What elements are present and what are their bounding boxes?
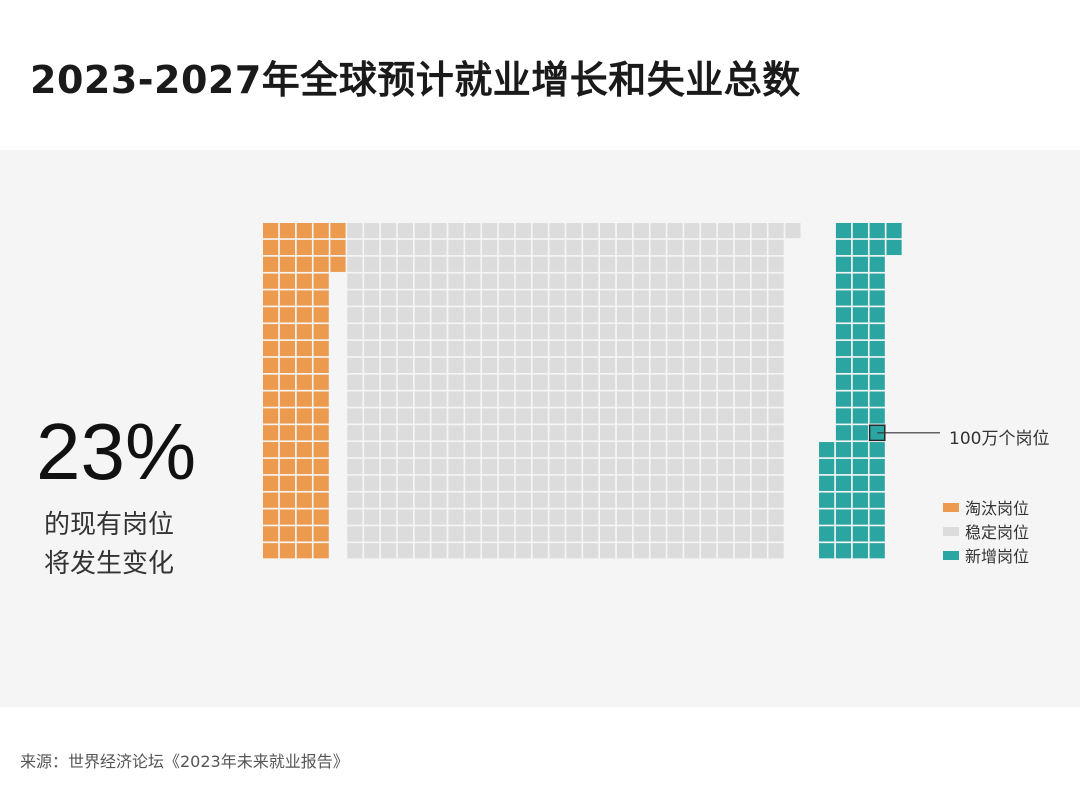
stat-value: 23% bbox=[36, 407, 197, 496]
stat-caption-line2: 将发生变化 bbox=[44, 549, 175, 579]
legend-item-eliminated: 淘汰岗位 bbox=[943, 497, 1030, 518]
legend-swatch bbox=[943, 550, 959, 560]
legend-label: 稳定岗位 bbox=[965, 523, 1030, 542]
stat-caption-line1: 的现有岗位 bbox=[44, 510, 175, 540]
unit-annotation-label: 100万个岗位 bbox=[949, 429, 1050, 449]
page-title: 2023-2027年全球预计就业增长和失业总数 bbox=[30, 58, 801, 102]
legend-label: 淘汰岗位 bbox=[965, 499, 1030, 518]
legend-item-new: 新增岗位 bbox=[943, 545, 1030, 566]
legend-item-stable: 稳定岗位 bbox=[943, 521, 1030, 542]
legend-swatch bbox=[943, 502, 959, 512]
source-note: 来源：世界经济论坛《2023年未来就业报告》 bbox=[20, 752, 349, 771]
legend-label: 新增岗位 bbox=[965, 547, 1030, 566]
legend-swatch bbox=[943, 526, 959, 536]
